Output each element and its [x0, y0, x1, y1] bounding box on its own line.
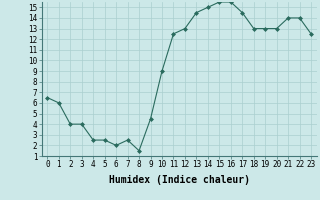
X-axis label: Humidex (Indice chaleur): Humidex (Indice chaleur) [109, 175, 250, 185]
